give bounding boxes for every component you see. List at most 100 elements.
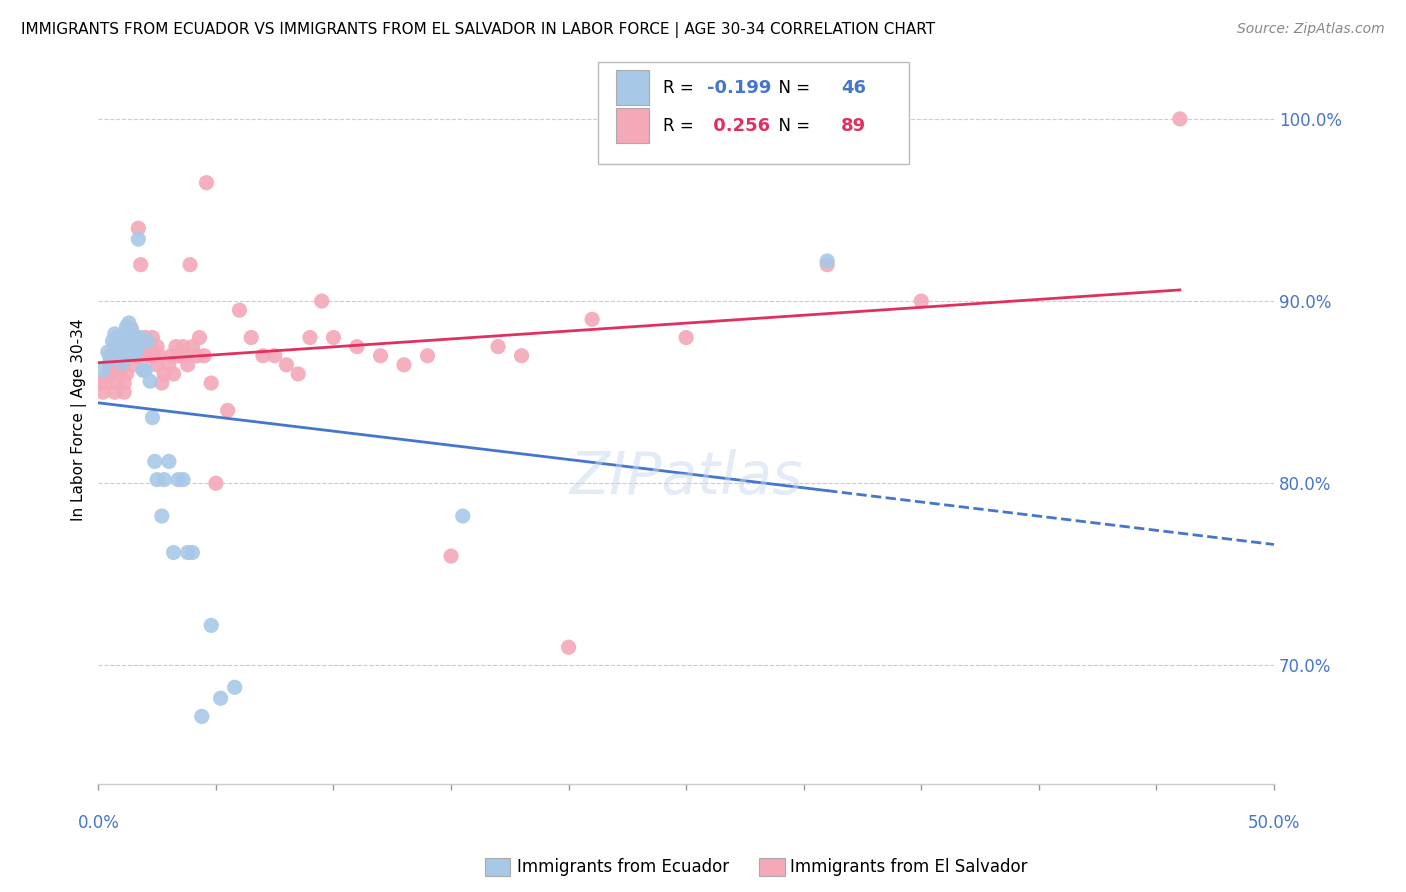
Point <box>181 545 204 559</box>
Point <box>91 363 114 377</box>
Point <box>90 376 112 390</box>
Point <box>98 358 121 372</box>
Point <box>141 410 163 425</box>
Point <box>129 330 152 344</box>
Point <box>263 349 285 363</box>
Point <box>167 473 190 487</box>
Point <box>162 367 184 381</box>
Point <box>176 358 198 372</box>
Point <box>105 342 128 356</box>
Point <box>172 340 194 354</box>
Text: IMMIGRANTS FROM ECUADOR VS IMMIGRANTS FROM EL SALVADOR IN LABOR FORCE | AGE 30-3: IMMIGRANTS FROM ECUADOR VS IMMIGRANTS FR… <box>21 22 935 38</box>
Point <box>486 340 509 354</box>
Text: N =: N = <box>769 117 815 135</box>
Point <box>416 349 439 363</box>
Point <box>191 709 214 723</box>
Point <box>111 340 134 354</box>
Point <box>193 349 215 363</box>
Point <box>125 345 148 359</box>
Point <box>169 349 191 363</box>
Point <box>91 385 114 400</box>
FancyBboxPatch shape <box>598 62 910 164</box>
Point <box>104 349 127 363</box>
Point <box>346 340 368 354</box>
Point <box>115 367 138 381</box>
Point <box>112 345 135 359</box>
Point <box>129 349 152 363</box>
Point <box>298 330 321 344</box>
Point <box>104 326 127 341</box>
Point <box>125 330 148 344</box>
Point <box>134 340 156 354</box>
Point <box>101 358 124 372</box>
Point <box>143 349 166 363</box>
Point <box>136 334 159 348</box>
Point <box>111 349 134 363</box>
Text: 50.0%: 50.0% <box>1247 814 1301 832</box>
Point <box>120 340 142 354</box>
Point <box>162 545 184 559</box>
Text: ZIPatlas: ZIPatlas <box>569 450 803 507</box>
Point <box>122 330 145 344</box>
Text: 89: 89 <box>841 117 866 135</box>
Point <box>111 334 134 348</box>
Point <box>440 549 463 563</box>
Point <box>815 258 838 272</box>
Point <box>146 473 169 487</box>
Point <box>150 376 173 390</box>
Point <box>148 349 170 363</box>
Text: N =: N = <box>769 78 815 97</box>
Point <box>200 376 222 390</box>
Point <box>200 618 222 632</box>
Point <box>224 681 246 695</box>
Point <box>240 330 263 344</box>
Point <box>143 454 166 468</box>
Point <box>139 349 162 363</box>
Point <box>510 349 533 363</box>
Point <box>153 473 176 487</box>
Point <box>125 340 148 354</box>
Point <box>139 374 162 388</box>
Point <box>118 342 141 356</box>
Point <box>139 340 162 354</box>
Point <box>134 363 156 377</box>
Point <box>451 509 474 524</box>
Point <box>105 358 128 372</box>
Point <box>105 340 128 354</box>
Point <box>675 330 697 344</box>
Point <box>136 349 159 363</box>
Point <box>815 254 838 268</box>
Point <box>101 367 124 381</box>
Point <box>172 473 194 487</box>
Point <box>112 385 135 400</box>
Point <box>104 338 127 352</box>
Point <box>209 691 232 706</box>
Point <box>311 294 333 309</box>
Point <box>174 349 197 363</box>
Point <box>392 358 415 372</box>
Point <box>188 330 211 344</box>
Text: Immigrants from El Salvador: Immigrants from El Salvador <box>790 858 1028 876</box>
Point <box>370 349 392 363</box>
Y-axis label: In Labor Force | Age 30-34: In Labor Force | Age 30-34 <box>72 318 87 521</box>
Point <box>160 349 183 363</box>
Point <box>1168 112 1191 126</box>
Point <box>150 509 173 524</box>
Point <box>105 330 128 344</box>
Point <box>104 385 127 400</box>
Point <box>157 358 180 372</box>
Point <box>252 349 274 363</box>
Text: 46: 46 <box>841 78 866 97</box>
Point <box>153 367 176 381</box>
Point <box>101 334 124 348</box>
Point <box>120 342 142 356</box>
Point <box>157 454 180 468</box>
Point <box>127 232 149 246</box>
Point <box>122 330 145 344</box>
Point <box>111 356 134 370</box>
Point <box>120 323 142 337</box>
Point <box>165 340 187 354</box>
Point <box>115 319 138 334</box>
Point <box>108 349 131 363</box>
Text: 0.256: 0.256 <box>707 117 770 135</box>
